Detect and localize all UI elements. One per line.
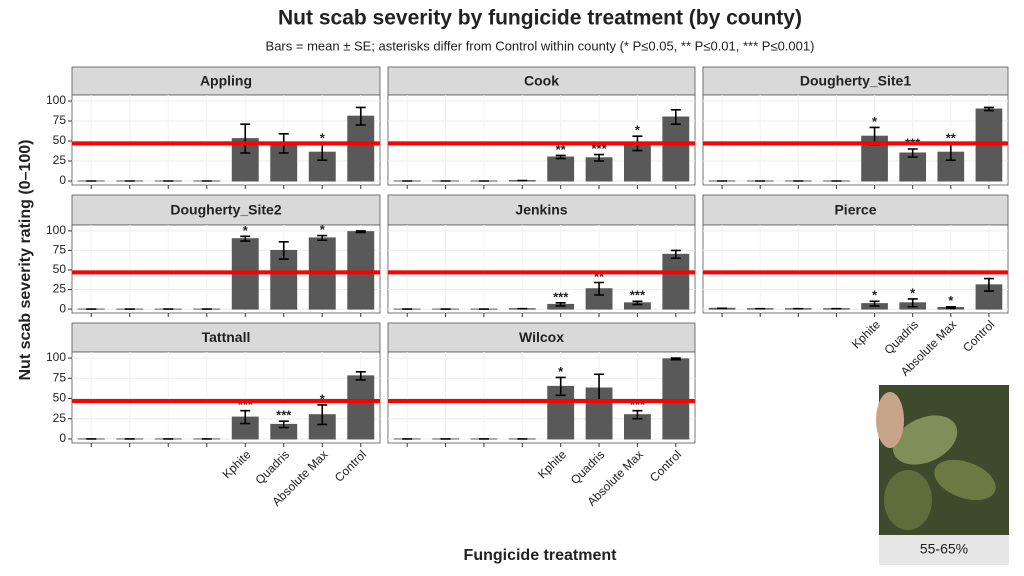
y-tick-label: 0	[59, 173, 66, 187]
y-tick-label: 50	[53, 391, 67, 405]
significance: *	[948, 293, 954, 308]
panel-title: Cook	[524, 73, 559, 89]
error-bar	[240, 235, 251, 242]
error-bar	[907, 148, 918, 158]
bar	[347, 375, 375, 440]
y-tick-label: 25	[53, 411, 67, 425]
error-bar	[555, 154, 566, 160]
significance: **	[594, 269, 605, 284]
error-bar	[355, 106, 366, 126]
error-bar	[555, 302, 566, 307]
significance: *	[635, 123, 641, 138]
error-bar	[317, 234, 328, 242]
error-bar	[869, 300, 880, 307]
y-tick-label: 100	[46, 93, 66, 107]
y-tick-label: 25	[53, 282, 67, 296]
inset-caption: 55-65%	[920, 541, 968, 557]
significance: *	[320, 131, 326, 146]
y-tick-label: 50	[53, 262, 67, 276]
error-bar	[670, 357, 681, 361]
significance: *	[320, 391, 326, 406]
significance: *	[872, 288, 878, 303]
x-axis-label: Fungicide treatment	[464, 547, 618, 564]
bar	[662, 116, 690, 182]
significance: ***	[553, 289, 569, 304]
error-bar	[945, 305, 956, 310]
strip	[702, 194, 1009, 226]
panel-background	[387, 224, 696, 314]
significance: **	[556, 142, 567, 157]
y-tick-label: 100	[46, 223, 66, 237]
panel-title: Dougherty_Site2	[170, 202, 281, 218]
y-tick-label: 50	[53, 133, 67, 147]
error-bar	[632, 409, 643, 420]
y-tick-label: 75	[53, 243, 67, 257]
y-tick-label: 0	[59, 431, 66, 445]
panel-title: Dougherty_Site1	[800, 73, 911, 89]
error-bar	[594, 153, 605, 162]
error-bar	[555, 376, 566, 397]
significance: *	[872, 114, 878, 129]
y-tick-label: 25	[53, 153, 67, 167]
bar	[585, 288, 613, 310]
bar	[231, 416, 259, 440]
significance: **	[946, 131, 957, 146]
chart-title: Nut scab severity by fungicide treatment…	[278, 7, 802, 30]
significance: *	[320, 222, 326, 237]
error-bar	[355, 230, 366, 234]
error-bar	[983, 277, 994, 292]
x-tick-label: Kphite	[220, 447, 254, 481]
significance: *	[243, 223, 249, 238]
y-axis-label: Nut scab severity rating (0–100)	[17, 140, 34, 381]
error-bar	[670, 249, 681, 260]
error-bar	[240, 409, 251, 425]
panel-title: Pierce	[834, 202, 876, 218]
bar	[270, 249, 298, 310]
panel-background	[702, 224, 1009, 314]
bar	[547, 156, 575, 182]
significance: ***	[276, 408, 292, 423]
significance: *	[558, 364, 564, 379]
panel-title: Wilcox	[519, 329, 564, 345]
significance: *	[910, 285, 916, 300]
error-bar	[907, 298, 918, 308]
panel-title: Appling	[200, 73, 252, 89]
x-tick-label: Kphite	[849, 317, 883, 351]
error-bar	[594, 281, 605, 296]
error-bar	[240, 123, 251, 154]
panel-title: Tattnall	[202, 329, 251, 345]
error-bar	[670, 109, 681, 125]
y-tick-label: 75	[53, 113, 67, 127]
inset-photo	[876, 385, 1009, 565]
error-bar	[632, 300, 643, 306]
strip	[387, 322, 696, 353]
x-tick-label: Kphite	[535, 447, 569, 481]
bar	[624, 302, 651, 310]
error-bar	[355, 371, 366, 381]
y-tick-label: 75	[53, 370, 67, 384]
bar	[662, 358, 690, 440]
bar	[662, 253, 690, 310]
y-tick-label: 0	[59, 301, 66, 315]
panel-title: Jenkins	[515, 202, 567, 218]
error-bar	[278, 420, 289, 429]
strip	[71, 322, 381, 353]
x-tick-label: Control	[332, 447, 369, 484]
error-bar	[317, 404, 328, 426]
strip	[387, 194, 696, 226]
error-bar	[278, 241, 289, 260]
significance: ***	[630, 288, 646, 303]
error-bar	[983, 106, 994, 112]
x-tick-label: Control	[647, 447, 684, 484]
x-tick-label: Control	[960, 317, 997, 354]
bar	[347, 115, 375, 182]
bar	[270, 423, 298, 440]
chart-subtitle: Bars = mean ± SE; asterisks differ from …	[266, 38, 815, 53]
y-tick-label: 100	[46, 350, 66, 364]
